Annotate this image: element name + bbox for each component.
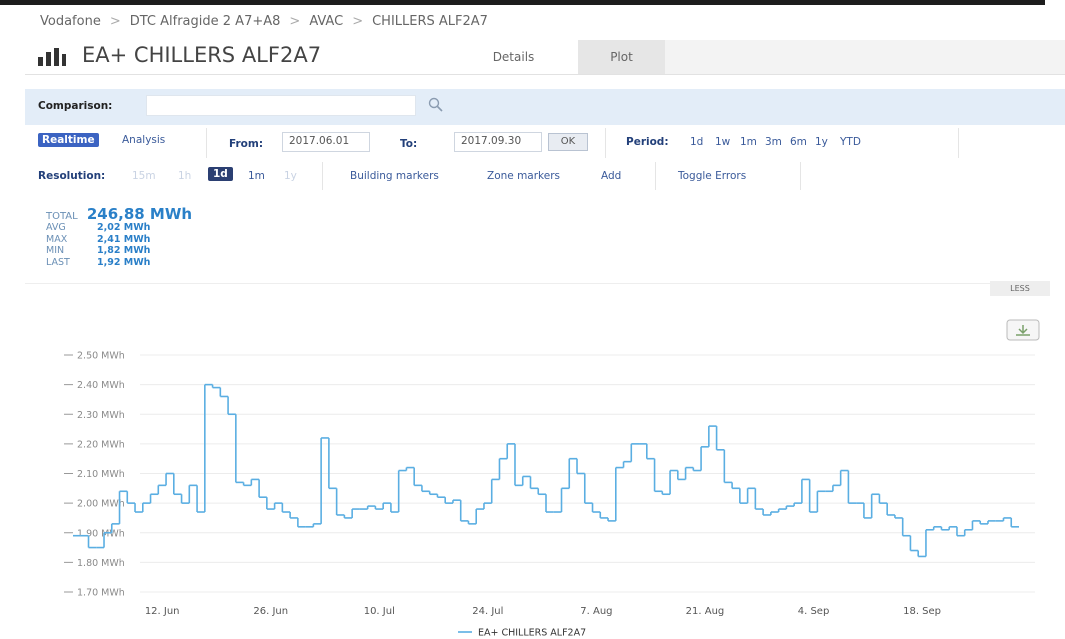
separator xyxy=(206,128,207,158)
y-tick-label: 2.20 MWh xyxy=(77,439,125,450)
y-tick-label: 2.00 MWh xyxy=(77,499,125,510)
comparison-label: Comparison: xyxy=(38,100,113,112)
icon-bar xyxy=(62,54,66,66)
x-tick-label: 4. Sep xyxy=(798,606,830,617)
page-title: EA+ CHILLERS ALF2A7 xyxy=(82,43,322,67)
stat-label: TOTAL xyxy=(46,211,78,222)
search-handle xyxy=(436,105,443,112)
separator xyxy=(655,162,656,190)
y-tick-label: 1.80 MWh xyxy=(77,558,125,569)
stat-value: 1,92 MWh xyxy=(97,256,151,268)
y-tick-label: 2.40 MWh xyxy=(77,380,125,391)
y-tick-label: 1.70 MWh xyxy=(77,588,125,599)
search-icon[interactable] xyxy=(428,97,444,113)
period-option[interactable]: 6m xyxy=(790,136,807,148)
stat-value: 2,02 MWh xyxy=(97,222,151,233)
period-option[interactable]: 1w xyxy=(715,136,731,148)
period-option[interactable]: 1y xyxy=(815,136,828,148)
divider xyxy=(25,283,990,284)
separator xyxy=(322,162,323,190)
download-icon xyxy=(1016,325,1030,336)
breadcrumb-item[interactable]: CHILLERS ALF2A7 xyxy=(372,14,488,29)
breadcrumb-separator: > xyxy=(109,14,121,29)
to-input[interactable]: 2017.09.30 xyxy=(454,132,542,152)
resolution-option: 1h xyxy=(178,170,192,182)
period-option[interactable]: YTD xyxy=(840,136,861,148)
action-link[interactable]: Toggle Errors xyxy=(678,170,747,182)
top-bar xyxy=(0,0,1045,5)
chart: 1.70 MWh 1.80 MWh 1.90 MWh 2.00 MWh 2.10 MWh… xyxy=(64,319,1040,639)
x-tick-label: 18. Sep xyxy=(903,606,941,617)
legend-label: EA+ CHILLERS ALF2A7 xyxy=(478,628,586,639)
period-label: Period: xyxy=(626,136,669,148)
stat-value: 246,88 MWh xyxy=(86,205,193,223)
separator xyxy=(605,128,606,158)
comparison-input[interactable] xyxy=(146,95,416,116)
x-tick-label: 26. Jun xyxy=(253,606,288,617)
to-label: To: xyxy=(400,138,418,150)
action-link[interactable]: Add xyxy=(601,170,622,182)
mode-tab[interactable]: Realtime xyxy=(38,133,99,147)
y-tick-label: 2.10 MWh xyxy=(77,469,125,480)
y-tick-label: 1.90 MWh xyxy=(77,528,125,539)
x-tick-label: 21. Aug xyxy=(686,606,725,617)
mode-tab[interactable]: Analysis xyxy=(122,134,166,146)
from-label: From: xyxy=(229,138,264,150)
icon-bar xyxy=(38,57,43,66)
x-tick-label: 10. Jul xyxy=(364,606,395,617)
tabbar-fill xyxy=(665,40,1065,74)
search-glass xyxy=(428,97,440,109)
x-tick-label: 7. Aug xyxy=(580,606,612,617)
separator xyxy=(800,162,801,190)
tab[interactable]: Details xyxy=(492,50,535,64)
resolution-option: 15m xyxy=(132,170,156,182)
stats: TOTAL 246,88 MWh xyxy=(46,204,192,223)
title-row xyxy=(25,40,1065,75)
from-input[interactable]: 2017.06.01 xyxy=(282,132,370,152)
action-link[interactable]: Building markers xyxy=(350,170,439,182)
period-option[interactable]: 1m xyxy=(740,136,757,148)
stat-label: MAX xyxy=(46,233,68,245)
resolution-label: Resolution: xyxy=(38,170,106,182)
stat-label: MIN xyxy=(46,245,65,256)
stat-label: LAST xyxy=(46,256,70,268)
breadcrumb: Vodafone > DTC Alfragide 2 A7+A8 > AVAC > CHIL… xyxy=(40,14,488,29)
stat-label: AVG xyxy=(46,222,66,233)
y-tick-label: 2.50 MWh xyxy=(77,351,125,362)
less-button[interactable]: LESS xyxy=(990,281,1050,296)
x-tick-label: 24. Jul xyxy=(472,606,503,617)
icon-bar xyxy=(46,52,51,66)
y-tick-label: 2.30 MWh xyxy=(77,410,125,421)
stat-value: 2,41 MWh xyxy=(97,233,151,245)
resolution-option: 1y xyxy=(284,170,297,182)
breadcrumb-item[interactable]: Vodafone xyxy=(40,14,101,29)
action-link[interactable]: Zone markers xyxy=(487,170,561,182)
stat-value: 1,82 MWh xyxy=(97,245,151,256)
separator xyxy=(958,128,959,158)
period-option[interactable]: 1d xyxy=(690,136,704,148)
breadcrumb-item[interactable]: AVAC xyxy=(309,14,344,29)
breadcrumb-separator: > xyxy=(352,14,364,29)
resolution-option[interactable]: 1m xyxy=(248,170,265,182)
resolution-option[interactable]: 1d xyxy=(208,167,233,181)
icon-bar xyxy=(54,48,59,66)
ok-button[interactable]: OK xyxy=(548,133,588,151)
period-option[interactable]: 3m xyxy=(765,136,782,148)
breadcrumb-item[interactable]: DTC Alfragide 2 A7+A8 xyxy=(129,14,281,29)
x-tick-label: 12. Jun xyxy=(145,606,180,617)
tab[interactable]: Plot xyxy=(578,40,665,74)
breadcrumb-separator: > xyxy=(289,14,301,29)
chart-icon xyxy=(38,48,66,66)
download-button[interactable] xyxy=(1006,319,1040,341)
